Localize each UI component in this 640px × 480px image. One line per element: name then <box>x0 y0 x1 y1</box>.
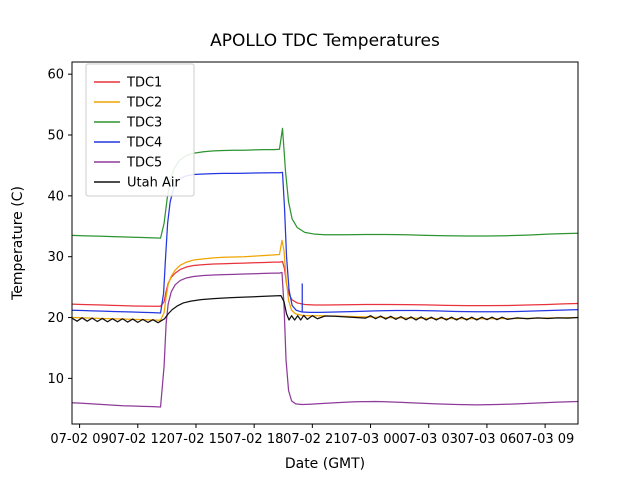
data-series-group <box>71 127 579 408</box>
legend-label-tdc5: TDC5 <box>126 156 162 171</box>
x-axis-ticks: 07-02 09 07-02 12 07-02 15 07-02 18 07-02 21… <box>50 424 574 447</box>
x-tick-label: 07-03 09 <box>516 432 574 447</box>
series-line-tdc5 <box>71 271 579 408</box>
y-tick-label: 20 <box>47 311 64 326</box>
series-line-tdc1 <box>71 260 579 307</box>
y-tick-label: 30 <box>47 250 64 265</box>
chart-legend[interactable]: TDC1 TDC2 TDC3 TDC4 TDC5 Utah Air <box>85 63 195 197</box>
y-axis-ticks: 10 20 30 40 50 60 <box>47 68 72 387</box>
x-tick-label: 07-03 00 <box>341 432 399 447</box>
x-tick-label: 07-03 03 <box>400 432 458 447</box>
series-line-tdc4 <box>71 171 579 314</box>
x-tick-label: 07-02 09 <box>50 432 108 447</box>
legend-label-tdc2: TDC2 <box>126 96 162 111</box>
x-tick-label: 07-03 06 <box>458 432 516 447</box>
y-tick-label: 50 <box>47 129 64 144</box>
x-tick-label: 07-02 21 <box>283 432 341 447</box>
legend-label-utah-air: Utah Air <box>127 176 180 191</box>
series-line-tdc3 <box>71 127 579 239</box>
legend-label-tdc3: TDC3 <box>126 116 162 131</box>
y-tick-label: 10 <box>47 372 64 387</box>
y-tick-label: 60 <box>47 68 64 83</box>
chart-title: APOLLO TDC Temperatures <box>210 31 440 51</box>
y-axis-title: Temperature (C) <box>10 186 26 301</box>
legend-label-tdc1: TDC1 <box>126 76 162 91</box>
y-tick-label: 40 <box>47 189 64 204</box>
x-tick-label: 07-02 15 <box>167 432 225 447</box>
x-axis-title: Date (GMT) <box>285 456 365 472</box>
x-tick-label: 07-02 12 <box>109 432 167 447</box>
legend-label-tdc4: TDC4 <box>126 136 162 151</box>
plot-area-frame <box>71 61 579 425</box>
series-line-utah-air <box>71 295 579 324</box>
legend-background <box>85 63 195 197</box>
x-tick-label: 07-02 18 <box>225 432 283 447</box>
